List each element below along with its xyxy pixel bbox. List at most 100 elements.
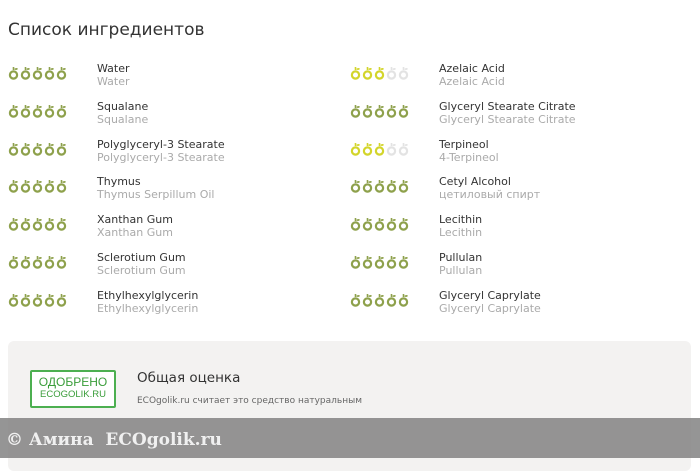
ingredient-name[interactable]: Ethylhexylglycerin [97, 288, 199, 302]
ingredient-item: Xanthan Gum Xanthan Gum [8, 211, 338, 249]
rating-icons [350, 104, 439, 118]
olive-icon [56, 104, 67, 118]
olive-icon [8, 66, 19, 80]
ingredient-name[interactable]: Cetyl Alcohol [439, 175, 511, 189]
ingredient-name[interactable]: Sclerotium Gum [97, 250, 186, 264]
olive-icon [398, 179, 409, 194]
ingredient-inci: Squalane [97, 112, 149, 126]
ingredient-text: Squalane Squalane [97, 100, 338, 126]
olive-icon [44, 179, 55, 194]
olive-icon [20, 66, 31, 80]
olive-icon [386, 217, 397, 231]
ingredient-inci: Water [97, 75, 130, 88]
olive-icon [386, 104, 397, 118]
olive-icon [362, 255, 373, 269]
olive-icon [8, 179, 19, 194]
ingredient-text: Cetyl Alcohol цетиловый спирт [439, 175, 680, 201]
rating-icons [350, 217, 439, 231]
olive-icon [44, 104, 55, 118]
rating-icons [350, 179, 439, 194]
olive-icon [350, 293, 361, 307]
badge-line2: ECOGOLIK.RU [40, 389, 106, 400]
ingredient-name[interactable]: Terpineol [439, 137, 489, 151]
rating-icons [350, 255, 439, 269]
olive-icon [44, 217, 55, 231]
ingredient-text: Xanthan Gum Xanthan Gum [97, 213, 338, 239]
olive-icon [56, 293, 67, 307]
olive-icon [32, 66, 43, 80]
ingredients-right-column: Azelaic Acid Azelaic Acid Glyceryl Stearat… [350, 60, 680, 325]
olive-icon [32, 293, 43, 307]
ingredient-name[interactable]: Lecithin [439, 213, 483, 227]
ingredient-item: Polyglyceryl-3 Stearate Polyglyceryl-3 St… [8, 136, 338, 174]
watermark: © Амина ECOgolik.ru [6, 430, 222, 450]
rating-icons [8, 142, 97, 156]
ingredient-item: Glyceryl Stearate Citrate Glyceryl Steara… [350, 98, 680, 136]
ingredient-inci: Thymus Serpillum Oil [97, 188, 215, 202]
olive-icon [374, 104, 385, 118]
ingredient-name[interactable]: Water [97, 62, 130, 75]
ingredient-inci: Azelaic Acid [439, 75, 505, 88]
olive-icon [398, 217, 409, 231]
olive-icon [374, 255, 385, 269]
olive-icon [8, 255, 19, 269]
ingredient-inci: Pullulan [439, 263, 483, 277]
olive-icon [386, 179, 397, 194]
olive-icon [398, 293, 409, 307]
ingredient-text: Ethylhexylglycerin Ethylhexylglycerin [97, 289, 338, 315]
olive-icon [8, 217, 19, 231]
ingredient-item: Squalane Squalane [8, 98, 338, 136]
ingredient-name[interactable]: Polyglyceryl-3 Stearate [97, 137, 225, 151]
olive-icon [44, 293, 55, 307]
olive-icon [350, 104, 361, 118]
olive-icon [20, 142, 31, 156]
olive-icon [350, 217, 361, 231]
olive-icon [374, 293, 385, 307]
ingredient-name[interactable]: Glyceryl Stearate Citrate [439, 99, 576, 113]
ingredient-name[interactable]: Xanthan Gum [97, 213, 173, 227]
ingredient-text: Azelaic Acid Azelaic Acid [439, 62, 680, 88]
ingredient-name[interactable]: Squalane [97, 99, 149, 113]
olive-icon [20, 217, 31, 231]
olive-icon [398, 66, 409, 80]
olive-icon [362, 142, 373, 156]
ingredient-name[interactable]: Azelaic Acid [439, 62, 505, 75]
olive-icon [20, 293, 31, 307]
olive-icon [32, 179, 43, 194]
ingredient-item: Pullulan Pullulan [350, 249, 680, 287]
ingredient-inci: Glyceryl Stearate Citrate [439, 112, 576, 126]
olive-icon [374, 179, 385, 194]
olive-icon [362, 217, 373, 231]
ingredient-inci: Lecithin [439, 226, 483, 240]
olive-icon [8, 142, 19, 156]
ingredient-item: Water Water [8, 60, 338, 98]
panel-description: ECOgolik.ru считает это средство натурал… [137, 396, 362, 406]
olive-icon [56, 142, 67, 156]
olive-icon [350, 66, 361, 80]
olive-icon [374, 217, 385, 231]
ingredient-item: Cetyl Alcohol цетиловый спирт [350, 173, 680, 211]
ingredient-text: Glyceryl Stearate Citrate Glyceryl Steara… [439, 100, 680, 126]
rating-icons [350, 293, 439, 307]
rating-icons [8, 104, 97, 118]
ingredient-inci: Polyglyceryl-3 Stearate [97, 150, 225, 164]
ingredient-inci: Xanthan Gum [97, 226, 173, 240]
ingredient-inci: 4-Terpineol [439, 150, 499, 164]
olive-icon [32, 142, 43, 156]
ingredient-text: Polyglyceryl-3 Stearate Polyglyceryl-3 St… [97, 138, 338, 164]
olive-icon [32, 104, 43, 118]
olive-icon [386, 142, 397, 156]
ingredient-inci: Ethylhexylglycerin [97, 301, 199, 315]
ingredients-left-column: Water Water Squalane Squalane Polyglyceryl-3… [8, 60, 338, 325]
ingredient-text: Thymus Thymus Serpillum Oil [97, 175, 338, 201]
approved-badge: ОДОБРЕНО ECOGOLIK.RU [30, 370, 116, 408]
olive-icon [56, 66, 67, 80]
olive-icon [362, 293, 373, 307]
olive-icon [362, 179, 373, 194]
ingredient-name[interactable]: Pullulan [439, 250, 483, 264]
olive-icon [32, 217, 43, 231]
ingredient-name[interactable]: Glyceryl Caprylate [439, 288, 541, 302]
olive-icon [350, 142, 361, 156]
olive-icon [44, 142, 55, 156]
ingredient-name[interactable]: Thymus [97, 175, 141, 189]
